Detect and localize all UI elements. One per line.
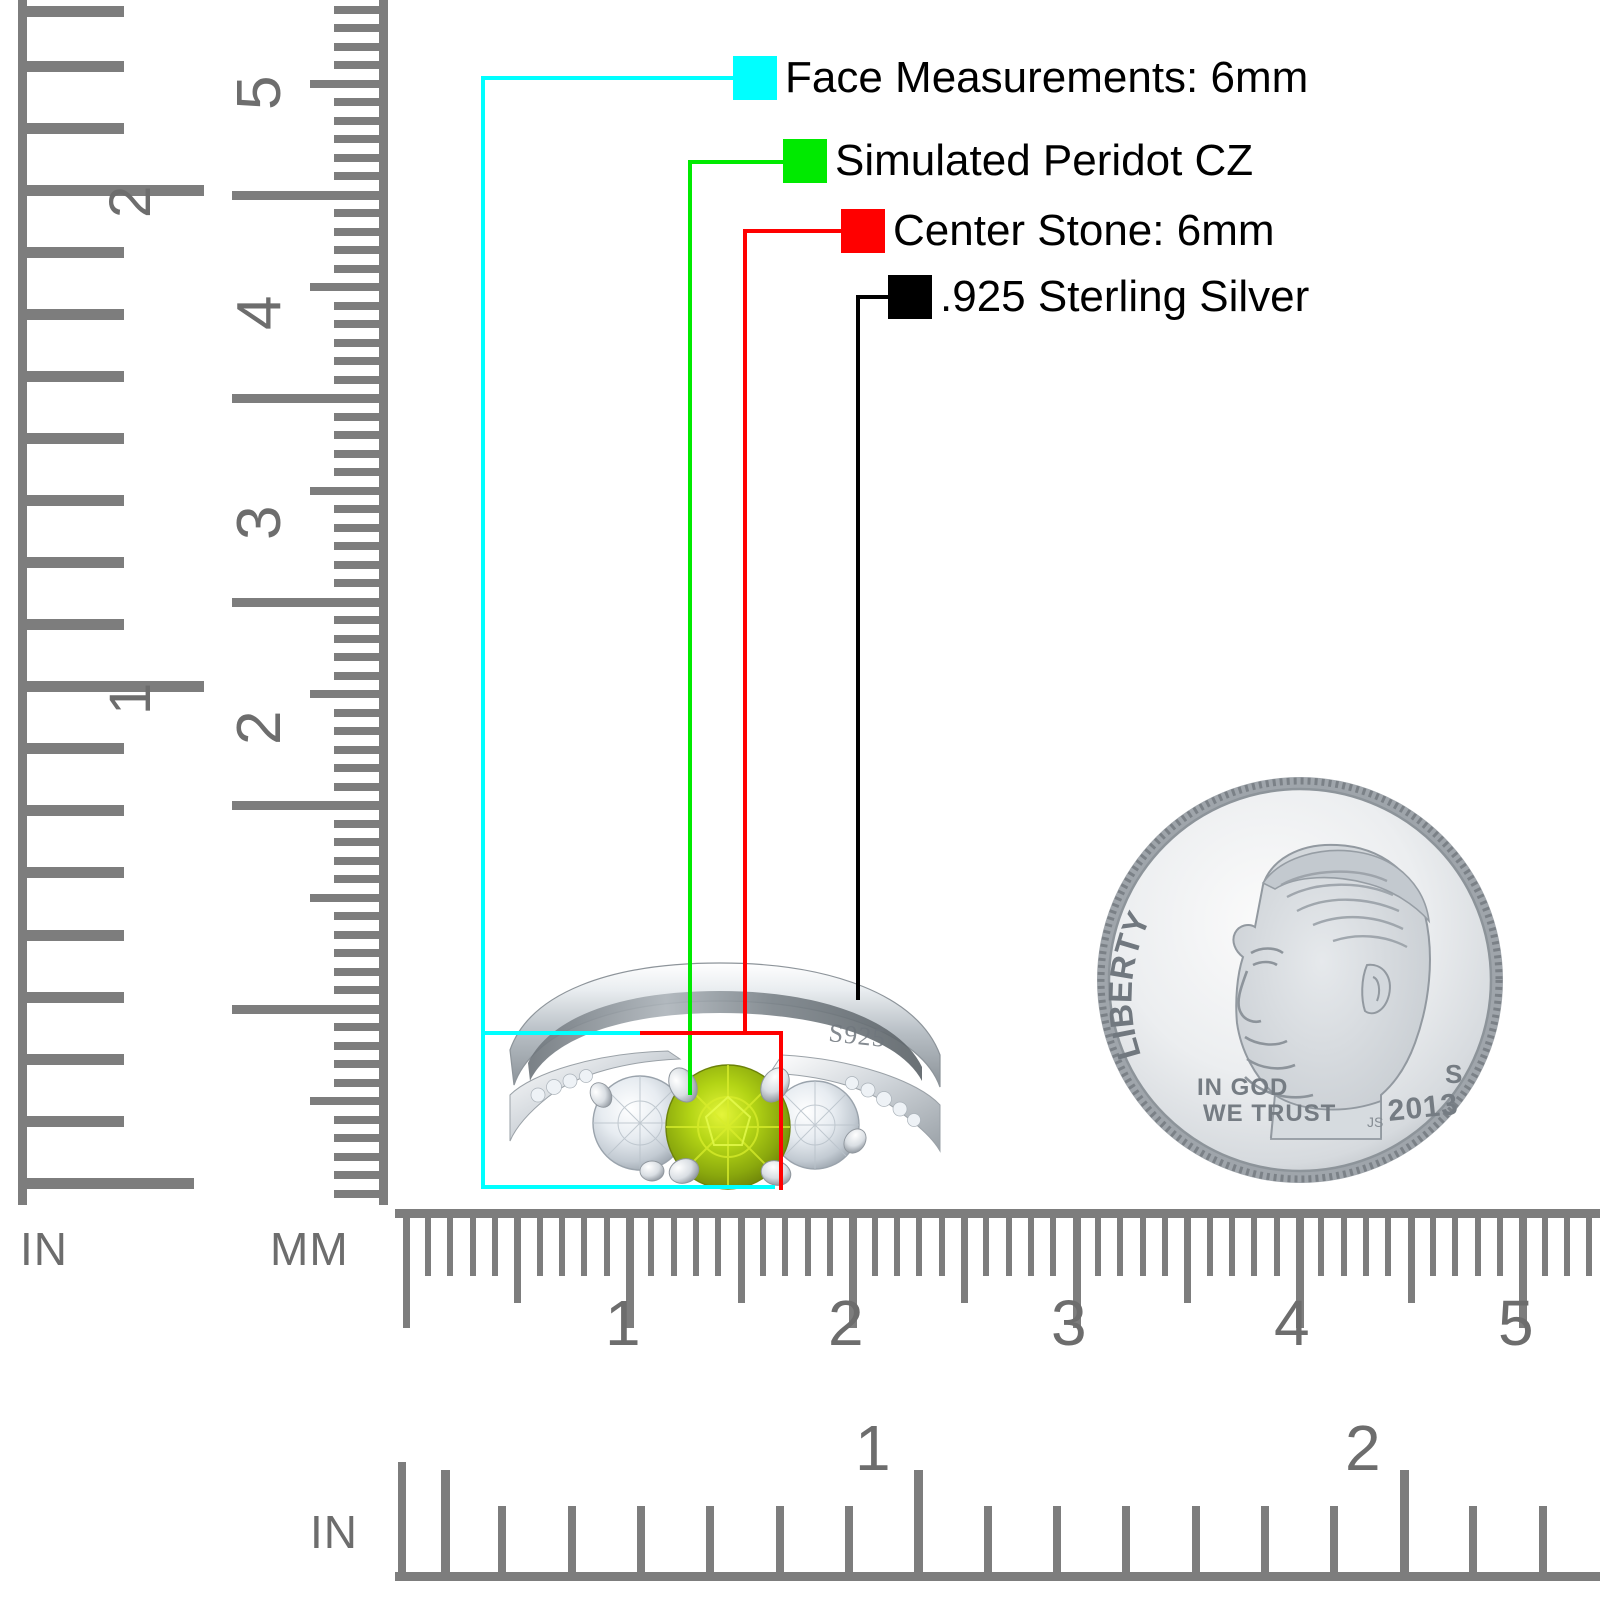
legend-label-simulated-peridot-cz: Simulated Peridot CZ bbox=[835, 136, 1254, 185]
ring-shoulder-right bbox=[769, 1054, 941, 1153]
coin-motto-line1: IN GOD bbox=[1197, 1074, 1288, 1101]
coin-motto-line2: WE TRUST bbox=[1203, 1100, 1336, 1127]
legend-row-center-stone[interactable]: Center Stone: 6mm bbox=[841, 203, 1275, 259]
svg-text:3: 3 bbox=[225, 506, 294, 540]
legend-swatch-face-measurements bbox=[733, 56, 777, 100]
legend-swatch-center-stone bbox=[841, 209, 885, 253]
svg-text:1: 1 bbox=[605, 1287, 641, 1359]
coin-mint-mark: S bbox=[1445, 1059, 1462, 1089]
left-inch-unit-label: IN bbox=[20, 1223, 68, 1275]
svg-text:1: 1 bbox=[98, 683, 163, 715]
legend-row-face-measurements[interactable]: Face Measurements: 6mm bbox=[733, 50, 1308, 106]
svg-text:2: 2 bbox=[1345, 1412, 1381, 1484]
left-mm-unit-label: MM bbox=[270, 1223, 349, 1275]
bottom-inch-unit-label: IN bbox=[310, 1506, 358, 1558]
legend-swatch-simulated-peridot-cz bbox=[783, 139, 827, 183]
legend-label-center-stone: Center Stone: 6mm bbox=[893, 206, 1275, 255]
legend-label-face-measurements: Face Measurements: 6mm bbox=[785, 53, 1309, 102]
legend-row-simulated-peridot-cz[interactable]: Simulated Peridot CZ bbox=[783, 133, 1253, 189]
legend: Face Measurements: 6mm Simulated Peridot… bbox=[0, 0, 1600, 360]
roosevelt-bust bbox=[1232, 843, 1431, 1140]
svg-text:4: 4 bbox=[1274, 1287, 1310, 1359]
svg-text:2: 2 bbox=[828, 1287, 864, 1359]
legend-row-sterling-silver[interactable]: .925 Sterling Silver bbox=[888, 269, 1309, 325]
svg-text:5: 5 bbox=[1498, 1287, 1534, 1359]
coin-designer-initials: JS bbox=[1367, 1114, 1383, 1130]
metal-stamp-s925: S925 bbox=[827, 1018, 887, 1053]
ring-product-photo: S925 bbox=[470, 955, 980, 1205]
legend-label-sterling-silver: .925 Sterling Silver bbox=[940, 272, 1310, 321]
svg-text:2: 2 bbox=[225, 711, 294, 745]
svg-text:3: 3 bbox=[1051, 1287, 1087, 1359]
legend-swatch-sterling-silver bbox=[888, 275, 932, 319]
svg-text:1: 1 bbox=[855, 1412, 891, 1484]
dime-reference-coin: LIBERTY IN GOD WE TRUST 2013 S JS bbox=[1085, 765, 1515, 1195]
coin-year: 2013 bbox=[1386, 1088, 1460, 1128]
callout-line-sterling-silver bbox=[856, 295, 890, 1000]
